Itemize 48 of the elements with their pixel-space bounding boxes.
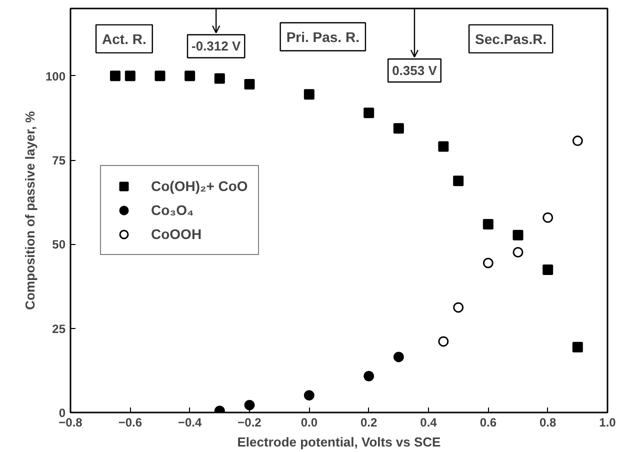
x-tick-label: 0.0 — [300, 416, 318, 430]
point — [364, 108, 374, 118]
x-axis-title: Electrode potential, Volts vs SCE — [237, 434, 442, 450]
x-tick-label: 0.8 — [539, 416, 556, 430]
point — [572, 136, 583, 146]
x-tick-label: 1.0 — [599, 416, 616, 430]
legend-label: CoOOH — [151, 226, 202, 242]
point — [542, 264, 554, 276]
y-tick-label: 50 — [52, 238, 66, 252]
x-tick-label: −0.6 — [118, 416, 142, 430]
point — [453, 176, 464, 186]
point — [304, 390, 314, 401]
x-tick-label: −0.4 — [178, 416, 202, 430]
annotation: Pri. Pas. R. — [286, 28, 360, 45]
point — [512, 247, 524, 258]
point — [482, 219, 494, 230]
legend-label: Co₃O₄ — [151, 202, 194, 218]
point — [110, 70, 120, 82]
point — [482, 258, 494, 268]
x-tick-label: −0.2 — [238, 416, 262, 430]
point — [154, 70, 166, 82]
y-tick-label: 100 — [45, 69, 66, 84]
point — [184, 70, 196, 82]
point — [304, 89, 314, 100]
point — [364, 370, 374, 382]
point — [453, 302, 464, 313]
x-tick-label: 0.6 — [480, 416, 497, 430]
point — [572, 342, 583, 352]
point — [393, 123, 404, 134]
ref-line-label: -0.312 V — [192, 38, 241, 54]
point — [214, 73, 225, 84]
legend-label: Co(OH)₂+ CoO — [151, 178, 248, 194]
annotation: Act. R. — [102, 30, 146, 47]
point — [393, 352, 404, 362]
x-tick-label: 0.4 — [420, 416, 438, 430]
point — [438, 336, 449, 347]
annotation: Sec.Pas.R. — [475, 30, 547, 47]
ref-line-label: 0.353 V — [392, 62, 438, 78]
y-axis-title: Composition of passive layer, % — [22, 110, 38, 310]
point — [438, 141, 449, 152]
x-tick-label: 0.2 — [360, 416, 378, 430]
y-tick-label: 75 — [52, 154, 66, 168]
point — [124, 70, 136, 82]
point — [512, 230, 524, 240]
point — [542, 212, 554, 223]
y-tick-label: 25 — [52, 322, 66, 336]
point — [244, 400, 255, 410]
point — [244, 79, 255, 90]
